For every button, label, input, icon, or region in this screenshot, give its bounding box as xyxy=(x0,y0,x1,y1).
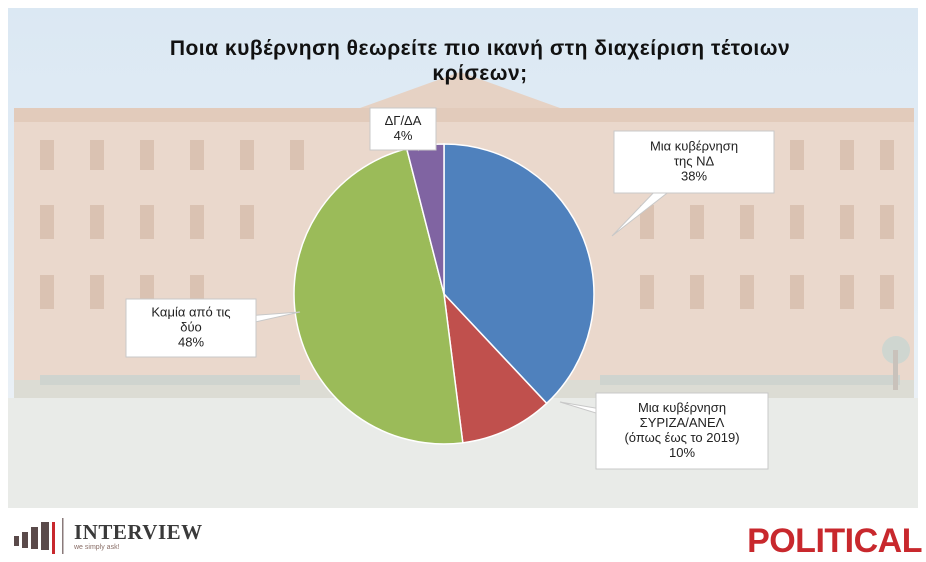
slice-label-line: Καμία από τις xyxy=(151,305,230,320)
client-logo-text: POLITICAL xyxy=(747,522,922,560)
slice-value-label: 4% xyxy=(394,128,413,143)
chart-title: Ποια κυβέρνηση θεωρείτε πιο ικανή στη δι… xyxy=(110,36,850,86)
chart-title-line-2: κρίσεων; xyxy=(432,62,528,85)
pie-slice-neither xyxy=(293,147,464,445)
pie-slice-nd xyxy=(443,143,595,405)
slice-label-line: ΔΓ/ΔΑ xyxy=(385,113,422,128)
slice-label-line: (όπως έως το 2019) xyxy=(624,430,739,445)
slice-label-line: Μια κυβέρνηση xyxy=(650,139,738,154)
slice-value-label: 10% xyxy=(669,445,695,460)
slice-label-line: δύο xyxy=(180,320,202,335)
pollster-name: INTERVIEW xyxy=(74,520,203,544)
interview-logo-icon xyxy=(14,518,64,554)
pollster-tagline: we simply ask! xyxy=(74,544,120,551)
pie-slice-syriza-anel xyxy=(442,291,548,444)
slice-label-line: της ΝΔ xyxy=(674,154,715,169)
callout-box-fill xyxy=(371,109,435,149)
callout-box-fill xyxy=(615,132,773,192)
slice-value-label: 38% xyxy=(681,169,707,184)
callout-dont-know: ΔΓ/ΔΑ4% xyxy=(369,107,437,152)
slice-value-label: 48% xyxy=(178,335,204,350)
callout-box-fill xyxy=(127,300,255,356)
slice-label-line: Μια κυβέρνηση xyxy=(638,400,726,415)
slice-label-line: ΣΥΡΙΖΑ/ΑΝΕΛ xyxy=(640,415,725,430)
chart-title-line-1: Ποια κυβέρνηση θεωρείτε πιο ικανή στη δι… xyxy=(169,37,791,60)
callout-box-fill xyxy=(597,394,767,468)
